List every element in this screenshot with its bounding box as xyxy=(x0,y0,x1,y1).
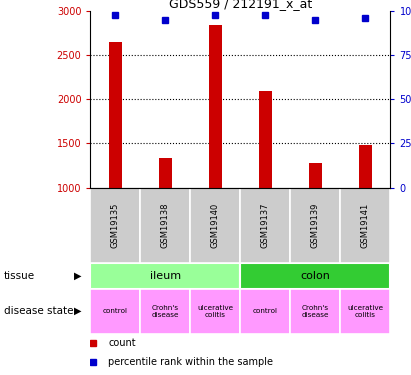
Bar xyxy=(109,42,122,188)
Bar xyxy=(340,289,390,334)
Bar xyxy=(340,188,390,262)
Bar xyxy=(291,289,340,334)
Bar xyxy=(240,289,291,334)
Bar xyxy=(209,26,222,188)
Text: GSM19139: GSM19139 xyxy=(311,202,320,248)
Text: GSM19138: GSM19138 xyxy=(161,202,170,248)
Text: control: control xyxy=(103,308,128,314)
Text: percentile rank within the sample: percentile rank within the sample xyxy=(109,357,273,367)
Bar xyxy=(291,188,340,262)
Bar xyxy=(159,158,172,188)
Text: GSM19141: GSM19141 xyxy=(361,202,370,248)
Bar xyxy=(90,262,240,289)
Bar xyxy=(90,289,141,334)
Title: GDS559 / 212191_x_at: GDS559 / 212191_x_at xyxy=(169,0,312,10)
Text: tissue: tissue xyxy=(4,271,35,280)
Text: ileum: ileum xyxy=(150,271,181,280)
Bar xyxy=(190,188,240,262)
Text: count: count xyxy=(109,338,136,348)
Text: Crohn's
disease: Crohn's disease xyxy=(302,305,329,318)
Text: ulcerative
colitis: ulcerative colitis xyxy=(347,305,383,318)
Bar xyxy=(141,188,190,262)
Text: control: control xyxy=(253,308,278,314)
Bar xyxy=(259,91,272,188)
Text: disease state: disease state xyxy=(4,306,74,316)
Text: Crohn's
disease: Crohn's disease xyxy=(152,305,179,318)
Text: GSM19137: GSM19137 xyxy=(261,202,270,248)
Text: GSM19140: GSM19140 xyxy=(211,202,220,248)
Text: GSM19135: GSM19135 xyxy=(111,202,120,248)
Text: colon: colon xyxy=(300,271,330,280)
Text: ▶: ▶ xyxy=(74,306,81,316)
Bar xyxy=(240,262,390,289)
Text: ulcerative
colitis: ulcerative colitis xyxy=(197,305,233,318)
Text: ▶: ▶ xyxy=(74,271,81,280)
Bar xyxy=(309,163,322,188)
Bar xyxy=(359,145,372,188)
Bar xyxy=(90,188,141,262)
Bar xyxy=(240,188,291,262)
Bar xyxy=(141,289,190,334)
Bar xyxy=(190,289,240,334)
